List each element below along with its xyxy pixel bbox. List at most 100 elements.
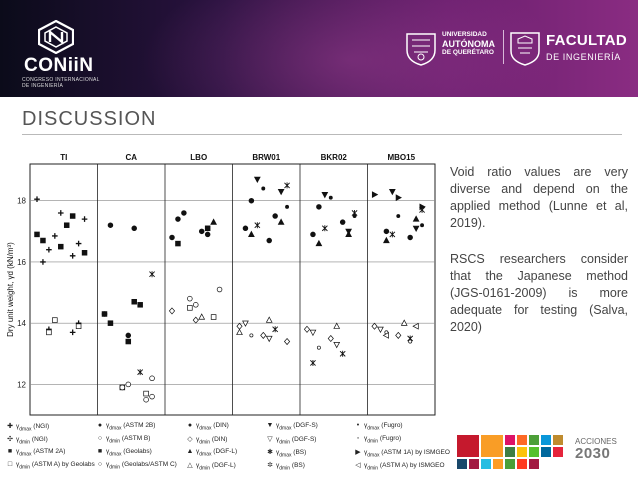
data-point [236,328,243,335]
data-point [204,225,211,232]
data-point [210,314,217,320]
data-point [52,317,58,323]
legend-subscript: dmax [279,452,292,459]
data-point [198,228,205,235]
legend-text: (NGI) [31,423,50,430]
legend-text: (Fugro) [378,435,402,442]
legend-symbol: ■ [7,448,13,455]
legend-symbol: ◁ [355,462,361,469]
legend-subscript: dmax [19,451,32,458]
category-label: BRW01 [252,153,280,162]
data-point [345,228,352,236]
data-point [46,246,52,253]
legend-gamma: γ [364,462,368,469]
legend-text: (BS) [290,462,305,469]
brand-subtitle: CONGRESO INTERNACIONAL DE INGENIERÍA [22,77,100,89]
data-point [175,240,181,247]
legend-text: (ASTM 2A) [31,448,66,455]
data-point [125,381,132,388]
data-point [101,311,108,317]
data-point [272,326,279,333]
data-point [400,319,408,326]
faculty-subtitle: DE INGENIERÍA [546,52,621,62]
legend-text: (NGI) [30,436,48,443]
category-label: CA [125,153,137,162]
data-point [327,334,334,343]
data-point [248,230,255,237]
data-point [143,396,149,403]
faculty-seal-icon [510,32,540,66]
legend-item: ■ γdmax (Geolabs) [94,448,152,457]
data-point [192,316,199,324]
legend-subscript: dmin [19,464,31,471]
data-point [412,225,420,233]
acciones-year: 2030 [575,445,611,462]
legend-gamma: γ [16,461,20,468]
data-point [412,215,420,222]
legend-item: ◁ γdmin (ASTM A) by ISMGEO [352,461,444,472]
data-point [216,286,223,293]
legend-subscript: dmax [199,425,212,432]
data-point [204,231,211,238]
data-point [260,331,267,339]
data-point [210,218,217,225]
data-point [149,271,155,278]
legend-item: ○ γdmin (ASTM B) [94,435,151,445]
legend-symbol: ▼ [266,422,274,429]
data-point [333,322,341,329]
legend-gamma: γ [276,422,280,429]
data-point [242,225,249,232]
data-point [137,369,144,376]
legend-subscript: dmin [367,438,379,445]
legend-text: (DGF-S) [290,436,317,443]
legend-symbol: ✚ [7,423,13,430]
y-tick-label: 16 [17,258,26,267]
data-point [175,216,181,222]
legend-text: (ASTM A) by Geolabs [30,461,95,468]
data-point [181,210,187,216]
data-point [57,210,64,216]
data-point [284,182,290,189]
legend-item: ◦ γdmin (Fugro) [352,435,401,444]
legend-gamma: γ [106,422,110,429]
data-point [248,197,255,204]
legend-symbol: ● [187,422,193,429]
legend-symbol: ✱ [267,449,273,456]
data-point [119,384,126,391]
data-point [310,231,316,238]
legend-item: △ γdmin (DGF-L) [184,461,236,471]
legend-gamma: γ [196,448,200,455]
legend-text: (DGF-L) [210,462,236,469]
faculty-title: FACULTAD [546,32,627,49]
legend-item: ◇ γdmin (DIN) [184,435,227,445]
data-point [389,231,396,238]
slide-title: DISCUSSION [22,108,157,130]
data-point [242,320,249,327]
header-banner: CONiiN CONGRESO INTERNACIONAL DE INGENIE… [0,0,638,97]
legend-symbol: ○ [97,435,103,442]
data-point [316,345,321,350]
data-point [420,223,425,228]
university-line-2: AUTÓNOMA [442,39,495,49]
data-point [137,302,143,308]
legend-subscript: dmax [367,452,380,459]
legend-subscript: dmin [19,439,31,446]
data-point [377,326,384,334]
university-name: UNIVERSIDAD AUTÓNOMA DE QUERÉTARO [442,31,495,57]
legend-subscript: dmin [109,438,121,445]
legend-subscript: dmax [367,425,380,432]
data-point [81,250,88,256]
data-point [371,191,379,198]
data-point [265,335,273,343]
legend-gamma: γ [364,435,368,442]
data-point [168,307,176,315]
data-point [396,214,401,218]
data-point [198,313,206,320]
data-point [131,298,137,305]
legend-item: ✱ γdmax (BS) [264,448,306,458]
legend-subscript: dmin [367,465,379,472]
chart-legend: ✚ γdmax (NGI) ✣ γdmin (NGI) ■ γdmax (ASTM 2A)… [4,422,450,476]
data-point [125,338,132,345]
legend-symbol: △ [187,462,193,469]
legend-gamma: γ [16,436,20,443]
